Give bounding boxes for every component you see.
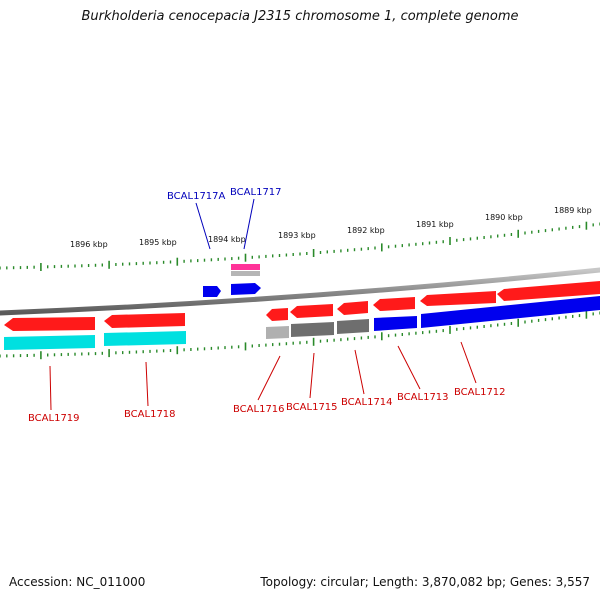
- ruler-label-1889: 1889 kbp: [554, 206, 592, 215]
- gene-label-bcal1714[interactable]: BCAL1714: [341, 397, 393, 408]
- leader-bcal1712: [460, 341, 477, 384]
- leader-bcal1716: [257, 355, 281, 401]
- gene-bcal1712[interactable]: [420, 291, 496, 306]
- gene-feature-gray[interactable]: [231, 271, 260, 276]
- ruler-labels: 1896 kbp 1895 kbp 1894 kbp 1893 kbp 1892…: [70, 206, 592, 249]
- leader-bcal1713: [397, 345, 421, 390]
- gene-labels-top: BCAL1717A BCAL1717: [167, 187, 282, 202]
- genes-lower-row: [4, 296, 600, 350]
- gene-bcal1712-feature[interactable]: [421, 296, 600, 328]
- accession-label: Accession: NC_011000: [9, 575, 146, 589]
- gene-bcal1714-feature[interactable]: [337, 319, 369, 334]
- gene-bcal1715-feature[interactable]: [291, 322, 334, 337]
- leader-bcal1717: [243, 198, 255, 250]
- gene-bcal1713[interactable]: [373, 297, 415, 311]
- chromosome-backbone: [0, 267, 600, 316]
- gene-bcal1716[interactable]: [266, 308, 288, 321]
- leader-bcal1714: [354, 349, 365, 395]
- ruler-label-1892: 1892 kbp: [347, 226, 385, 235]
- leader-bcal1717a: [195, 202, 211, 250]
- leader-lines-blue: [195, 198, 255, 250]
- gene-labels-bottom: BCAL1719 BCAL1718 BCAL1716 BCAL1715 BCAL…: [28, 387, 506, 424]
- leader-bcal1718: [145, 361, 149, 407]
- gene-bcal1719[interactable]: [4, 317, 95, 331]
- gene-label-bcal1717[interactable]: BCAL1717: [230, 187, 282, 198]
- gene-label-bcal1713[interactable]: BCAL1713: [397, 392, 449, 403]
- gene-feature-pink[interactable]: [231, 264, 260, 270]
- ruler-label-1896: 1896 kbp: [70, 240, 108, 249]
- gene-bcal1718-feature[interactable]: [104, 331, 186, 346]
- ruler-ticks-bottom: [0, 310, 600, 360]
- leader-bcal1719: [49, 365, 52, 411]
- gene-bcal1718[interactable]: [104, 313, 185, 328]
- ruler-label-1890: 1890 kbp: [485, 213, 523, 222]
- gene-label-bcal1715[interactable]: BCAL1715: [286, 402, 338, 413]
- gene-label-bcal1718[interactable]: BCAL1718: [124, 409, 176, 420]
- ruler-label-1893: 1893 kbp: [278, 231, 316, 240]
- leader-bcal1715: [309, 352, 315, 399]
- gene-bcal1715[interactable]: [290, 304, 333, 318]
- gene-label-bcal1716[interactable]: BCAL1716: [233, 404, 285, 415]
- genome-summary-label: Topology: circular; Length: 3,870,082 bp…: [260, 575, 590, 589]
- genes-red-row: [4, 281, 600, 331]
- gene-bcal1717a[interactable]: [203, 286, 221, 297]
- leader-lines-red: [49, 341, 477, 411]
- gene-bcal1716-feature[interactable]: [266, 326, 289, 339]
- ruler-ticks-top: [0, 221, 600, 271]
- gene-label-bcal1712[interactable]: BCAL1712: [454, 387, 506, 398]
- gene-bcal1713-feature[interactable]: [374, 316, 417, 331]
- gene-bcal1717[interactable]: [231, 283, 261, 295]
- genes-upper: [203, 264, 261, 297]
- ruler-label-1895: 1895 kbp: [139, 238, 177, 247]
- gene-label-bcal1717a[interactable]: BCAL1717A: [167, 191, 226, 202]
- ruler-label-1891: 1891 kbp: [416, 220, 454, 229]
- ruler-label-1894: 1894 kbp: [208, 235, 246, 244]
- gene-bcal1714[interactable]: [337, 301, 368, 315]
- gene-bcal1719-feature[interactable]: [4, 335, 95, 350]
- page-title: Burkholderia cenocepacia J2315 chromosom…: [81, 9, 519, 24]
- gene-bcal1711[interactable]: [497, 281, 600, 301]
- gene-label-bcal1719[interactable]: BCAL1719: [28, 413, 80, 424]
